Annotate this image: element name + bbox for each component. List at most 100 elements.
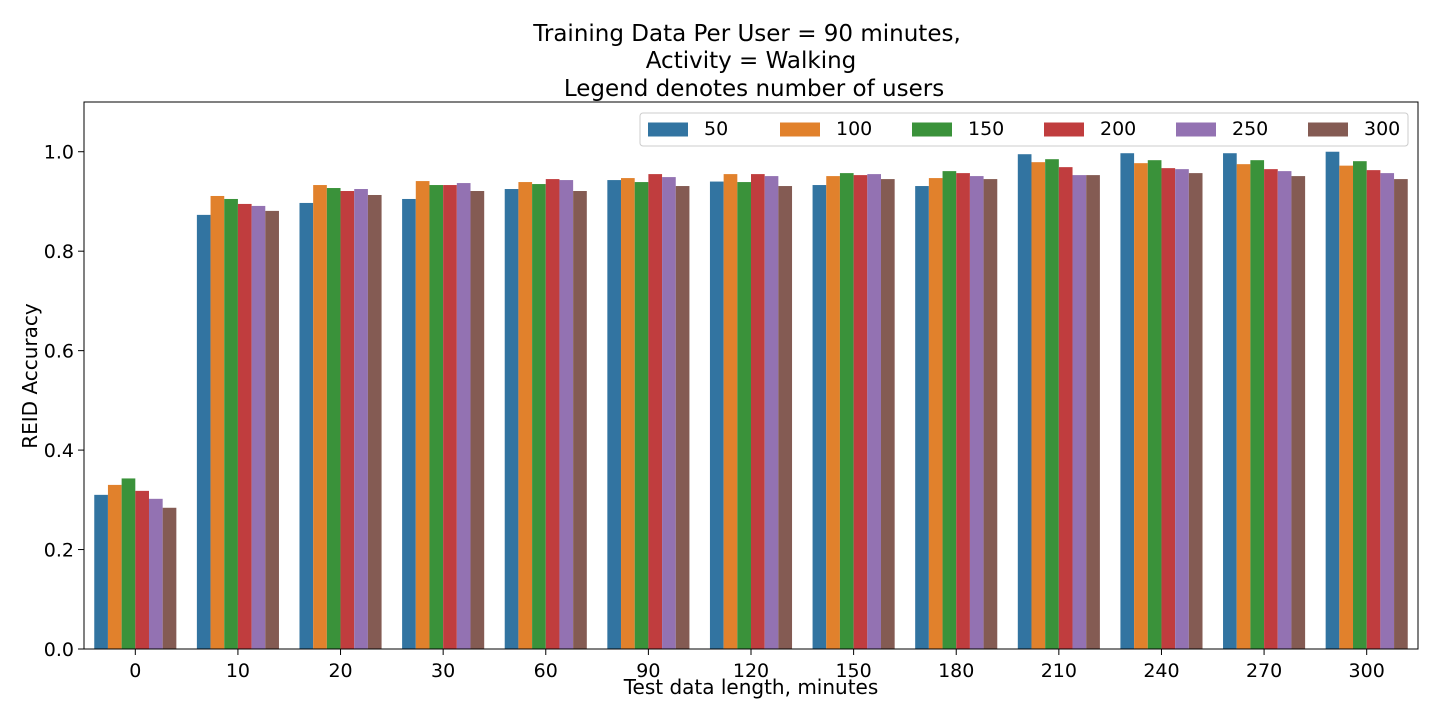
bar-300-users-at-90	[675, 186, 690, 650]
bar-300-users-at-30	[470, 191, 485, 649]
bar-50-users-at-180	[915, 186, 929, 650]
x-tick-label: 210	[1041, 660, 1077, 682]
legend-swatch-250	[1176, 122, 1216, 137]
bar-200-users-at-10	[237, 203, 252, 649]
legend-label-100: 100	[836, 118, 872, 140]
legend-label-200: 200	[1100, 118, 1136, 140]
bar-200-users-at-270	[1264, 169, 1278, 649]
bar-50-users-at-60	[504, 189, 519, 649]
bar-300-users-at-240	[1188, 173, 1203, 650]
bar-100-users-at-0	[107, 484, 122, 649]
bar-200-users-at-90	[648, 174, 663, 649]
bar-200-users-at-210	[1058, 167, 1073, 649]
bar-250-users-at-60	[559, 180, 574, 649]
x-tick-label: 300	[1349, 660, 1385, 682]
bar-250-users-at-20	[354, 189, 368, 649]
bar-150-users-at-240	[1147, 160, 1162, 649]
bar-250-users-at-30	[456, 183, 471, 649]
x-tick-label: 90	[636, 660, 660, 682]
bar-100-users-at-150	[826, 176, 840, 649]
x-tick-label: 240	[1143, 660, 1179, 682]
bar-300-users-at-0	[162, 507, 177, 649]
x-tick-label: 0	[129, 660, 141, 682]
bar-250-users-at-300	[1380, 173, 1395, 650]
x-tick-label: 120	[733, 660, 769, 682]
x-tick-label: 60	[534, 660, 558, 682]
legend-swatch-200	[1044, 122, 1084, 137]
bar-150-users-at-210	[1045, 159, 1059, 649]
bar-50-users-at-0	[94, 494, 108, 649]
bar-150-users-at-120	[737, 182, 751, 649]
y-tick-label: 0.4	[44, 440, 74, 462]
bar-300-users-at-20	[367, 194, 382, 650]
bar-150-users-at-0	[121, 478, 136, 649]
x-axis-label: Test data length, minutes	[623, 675, 879, 699]
bar-100-users-at-120	[723, 174, 738, 649]
y-axis: 0.0 0.2 0.4 0.6 0.8 1.0	[44, 142, 84, 661]
x-tick-label: 150	[835, 660, 871, 682]
bar-300-users-at-10	[265, 210, 279, 649]
y-tick-label: 0.0	[44, 639, 74, 661]
y-tick-label: 1.0	[44, 142, 74, 164]
bar-300-users-at-60	[573, 191, 587, 649]
bar-200-users-at-300	[1366, 170, 1381, 649]
legend-swatch-50	[648, 122, 688, 137]
bar-200-users-at-150	[853, 175, 868, 649]
bar-250-users-at-270	[1277, 171, 1292, 649]
legend-frame	[639, 112, 1409, 147]
bar-150-users-at-150	[839, 173, 854, 650]
bar-250-users-at-10	[251, 205, 266, 649]
bar-100-users-at-90	[621, 178, 635, 649]
bar-250-users-at-120	[764, 176, 779, 649]
bar-100-users-at-270	[1236, 164, 1251, 649]
chart-title-line-3: Legend denotes number of users	[564, 76, 944, 102]
bar-150-users-at-10	[224, 198, 238, 649]
bar-50-users-at-20	[299, 202, 314, 649]
bar-50-users-at-90	[607, 180, 622, 649]
bar-250-users-at-240	[1175, 169, 1189, 649]
x-tick-label: 270	[1246, 660, 1282, 682]
bar-50-users-at-300	[1325, 151, 1340, 650]
bar-150-users-at-300	[1353, 161, 1367, 649]
bar-50-users-at-240	[1120, 153, 1135, 649]
bar-250-users-at-180	[969, 176, 984, 649]
y-axis-label: REID Accuracy	[18, 303, 42, 449]
bar-150-users-at-180	[942, 171, 957, 649]
bar-300-users-at-180	[983, 179, 998, 649]
legend-label-150: 150	[968, 118, 1004, 140]
bar-50-users-at-10	[196, 214, 211, 649]
bar-200-users-at-120	[751, 174, 765, 649]
bar-50-users-at-30	[402, 198, 416, 649]
bar-150-users-at-20	[326, 188, 341, 649]
legend-label-50: 50	[704, 118, 728, 140]
bar-50-users-at-210	[1017, 154, 1032, 649]
x-tick-label: 20	[328, 660, 352, 682]
bars-layer	[94, 151, 1408, 650]
bar-150-users-at-60	[532, 184, 546, 650]
bar-200-users-at-240	[1161, 168, 1176, 649]
bar-150-users-at-270	[1250, 160, 1265, 649]
bar-200-users-at-60	[545, 179, 560, 649]
x-tick-label: 10	[226, 660, 250, 682]
bar-100-users-at-210	[1031, 162, 1046, 650]
bar-100-users-at-60	[518, 182, 533, 649]
bar-250-users-at-90	[662, 177, 676, 649]
bar-250-users-at-210	[1072, 175, 1087, 649]
bar-100-users-at-10	[210, 195, 225, 650]
chart-title: Training Data Per User = 90 minutes, Act…	[532, 21, 961, 102]
legend: 50 100 150 200 250 300	[639, 112, 1409, 147]
bar-250-users-at-150	[867, 174, 881, 649]
bar-250-users-at-0	[148, 498, 163, 649]
bar-100-users-at-300	[1339, 165, 1354, 649]
chart-title-line-1: Training Data Per User = 90 minutes,	[532, 21, 961, 47]
legend-label-250: 250	[1232, 118, 1268, 140]
bar-150-users-at-30	[429, 185, 444, 650]
bar-300-users-at-120	[778, 186, 793, 650]
bar-150-users-at-90	[634, 182, 649, 649]
bar-100-users-at-180	[928, 178, 943, 649]
y-tick-label: 0.6	[44, 341, 74, 363]
bar-100-users-at-240	[1134, 163, 1148, 649]
x-tick-label: 30	[431, 660, 455, 682]
bar-100-users-at-30	[415, 181, 430, 649]
